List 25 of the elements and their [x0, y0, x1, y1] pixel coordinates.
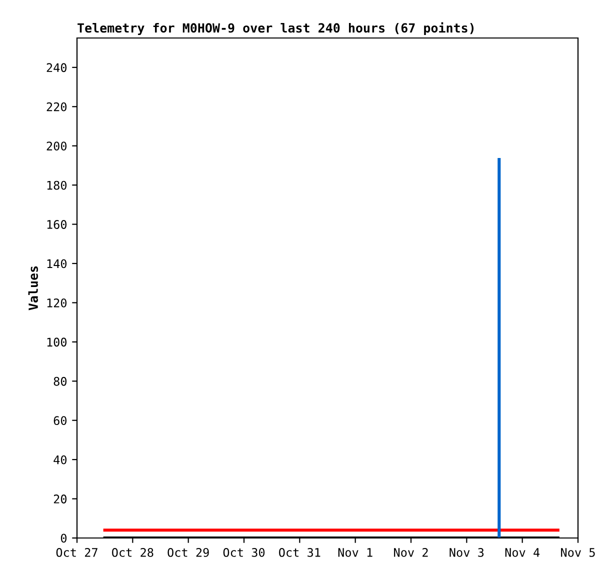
x-tick-label: Nov 3 — [450, 548, 484, 557]
x-tick-label: Nov 1 — [338, 548, 372, 557]
x-tick-label: Nov 5 — [561, 548, 595, 557]
y-tick-label: 140 — [47, 259, 67, 268]
y-tick-label: 240 — [46, 63, 67, 72]
x-tick-label: Oct 30 — [223, 548, 265, 557]
y-tick-label: 0 — [60, 534, 67, 543]
x-tick-label: Oct 27 — [56, 548, 98, 557]
y-tick-label: 40 — [54, 455, 67, 464]
x-tick-label: Oct 29 — [168, 548, 209, 557]
y-tick-label: 160 — [47, 220, 67, 229]
y-tick-label: 60 — [54, 416, 67, 426]
chart-title: Telemetry for M0HOW-9 over last 240 hours (67 points) — [78, 22, 474, 36]
y-tick-label: 220 — [46, 102, 67, 112]
x-tick-label: Oct 28 — [112, 548, 154, 557]
y-tick-label: 100 — [47, 338, 67, 347]
x-tick-label: Oct 31 — [279, 548, 320, 557]
y-tick-label: 80 — [54, 376, 67, 386]
x-tick-label: Nov 2 — [394, 548, 428, 557]
y-tick-label: 200 — [46, 142, 67, 151]
y-tick-label: 20 — [54, 494, 67, 504]
y-axis-title: Values — [28, 266, 38, 310]
y-tick-label: 120 — [47, 298, 67, 308]
y-tick-label: 180 — [47, 180, 67, 190]
x-tick-label: Nov 4 — [505, 548, 540, 557]
